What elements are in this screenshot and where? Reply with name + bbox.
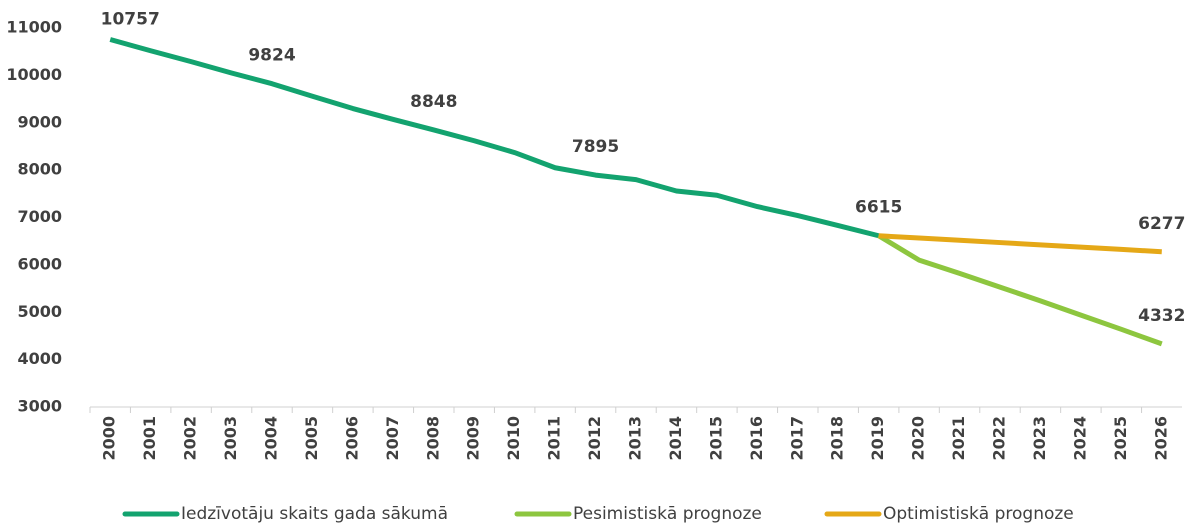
x-tick-label: 2015 <box>706 416 725 461</box>
x-tick-label: 2007 <box>383 416 402 461</box>
y-tick-label: 10000 <box>6 65 62 84</box>
x-tick-label: 2011 <box>545 416 564 461</box>
data-label: 4332 <box>1138 306 1185 326</box>
x-tick-label: 2009 <box>464 416 483 461</box>
y-tick-label: 3000 <box>17 397 62 416</box>
x-tick-label: 2019 <box>868 416 887 461</box>
y-tick-label: 4000 <box>17 349 62 368</box>
y-tick-label: 11000 <box>6 18 62 37</box>
legend-label: Pesimistiskā prognoze <box>573 504 762 524</box>
x-tick-label: 2001 <box>140 416 159 461</box>
x-tick-label: 2026 <box>1151 416 1170 461</box>
x-tick-label: 2023 <box>1030 416 1049 461</box>
data-label: 10757 <box>101 10 160 30</box>
data-label: 9824 <box>248 46 295 66</box>
x-tick-label: 2012 <box>585 416 604 461</box>
legend-label: Iedzīvotāju skaits gada sākumā <box>181 504 448 524</box>
data-label: 8848 <box>410 92 457 112</box>
x-tick-label: 2014 <box>666 416 685 461</box>
x-tick-label: 2006 <box>342 416 361 461</box>
x-tick-label: 2003 <box>221 416 240 461</box>
x-tick-label: 2024 <box>1070 416 1089 461</box>
x-tick-label: 2002 <box>181 416 200 461</box>
x-tick-label: 2016 <box>747 416 766 461</box>
y-tick-label: 5000 <box>17 302 62 321</box>
y-tick-label: 7000 <box>17 207 62 226</box>
x-tick-label: 2008 <box>423 416 442 461</box>
data-label: 6277 <box>1138 214 1185 234</box>
x-tick-label: 2000 <box>100 416 119 461</box>
legend-label: Optimistiskā prognoze <box>883 504 1074 524</box>
x-tick-label: 2022 <box>990 416 1009 461</box>
y-tick-label: 6000 <box>17 254 62 273</box>
x-tick-label: 2005 <box>302 416 321 461</box>
series-line <box>877 233 1163 347</box>
y-tick-label: 9000 <box>17 112 62 131</box>
x-tick-label: 2018 <box>828 416 847 461</box>
series-line <box>878 233 1162 255</box>
series-line <box>109 37 880 239</box>
data-label: 7895 <box>572 137 619 157</box>
x-tick-label: 2025 <box>1111 416 1130 461</box>
x-tick-label: 2010 <box>504 416 523 461</box>
x-tick-label: 2017 <box>787 416 806 461</box>
x-tick-label: 2021 <box>949 416 968 461</box>
x-tick-label: 2013 <box>626 416 645 461</box>
y-tick-label: 8000 <box>17 160 62 179</box>
x-tick-label: 2020 <box>909 416 928 461</box>
x-tick-label: 2004 <box>262 416 281 461</box>
data-label: 6615 <box>855 198 902 218</box>
